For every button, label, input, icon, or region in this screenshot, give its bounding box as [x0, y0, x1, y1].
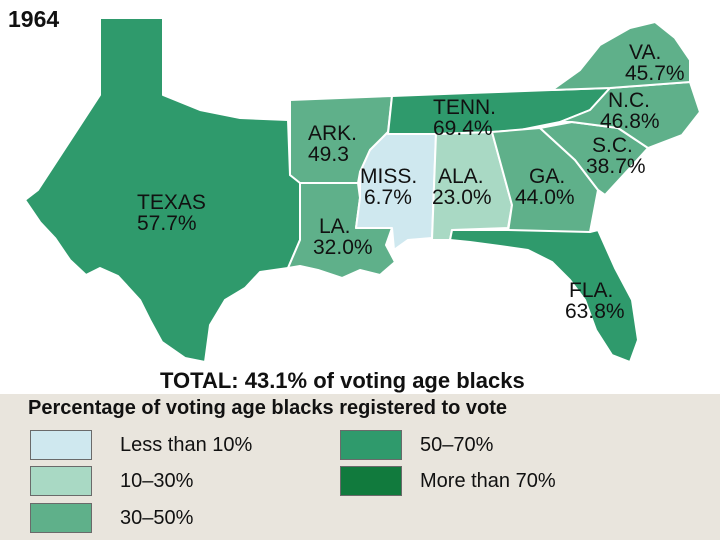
label-fla: FLA. 63.8%	[565, 279, 625, 323]
legend-label-more-than-70: More than 70%	[420, 470, 556, 492]
legend-swatch-more-than-70	[340, 466, 402, 496]
legend-label-50-70: 50–70%	[420, 434, 494, 456]
label-texas: TEXAS 57.7%	[137, 191, 206, 235]
map-year-title: 1964	[8, 6, 60, 32]
legend-label-less-than-10: Less than 10%	[120, 434, 253, 456]
label-ark: ARK. 49.3	[308, 122, 358, 166]
label-sc: S.C. 38.7%	[586, 134, 646, 178]
label-tenn: TENN. 69.4%	[433, 96, 496, 140]
state-va[interactable]	[551, 21, 691, 91]
state-fla[interactable]	[449, 229, 639, 363]
state-texas[interactable]	[24, 17, 301, 363]
label-la: LA. 32.0%	[313, 215, 373, 259]
legend-label-30-50: 30–50%	[120, 507, 194, 529]
label-ala: ALA. 23.0%	[432, 165, 492, 209]
legend-swatch-less-than-10	[30, 430, 92, 460]
label-ga: GA. 44.0%	[515, 165, 575, 209]
legend-swatch-10-30	[30, 466, 92, 496]
total-label: TOTAL: 43.1% of voting age blacks	[160, 368, 525, 393]
label-miss: MISS. 6.7%	[360, 165, 418, 209]
state-miss[interactable]	[355, 131, 437, 251]
label-va: VA. 45.7%	[625, 41, 685, 85]
legend-swatch-30-50	[30, 503, 92, 533]
legend-title: Percentage of voting age blacks register…	[28, 397, 508, 419]
legend-label-10-30: 10–30%	[120, 470, 194, 492]
legend-swatch-50-70	[340, 430, 402, 460]
label-nc: N.C. 46.8%	[600, 89, 660, 133]
southern-states-map	[24, 17, 701, 363]
